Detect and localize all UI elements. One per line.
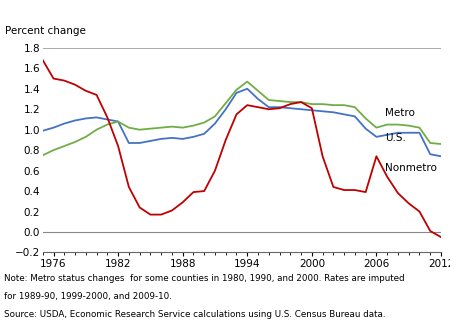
Text: Source: USDA, Economic Research Service calculations using U.S. Census Bureau da: Source: USDA, Economic Research Service … xyxy=(4,311,386,319)
Text: Metro: Metro xyxy=(385,108,415,118)
Text: U.S.: U.S. xyxy=(385,133,406,143)
Text: for 1989-90, 1999-2000, and 2009-10.: for 1989-90, 1999-2000, and 2009-10. xyxy=(4,292,172,301)
Text: Nonmetro: Nonmetro xyxy=(385,163,437,173)
Text: Percent change: Percent change xyxy=(5,25,86,36)
Text: Population change by metro-nonmetro status, 1975-2012: Population change by metro-nonmetro stat… xyxy=(5,19,376,29)
Text: Note: Metro status changes  for some counties in 1980, 1990, and 2000. Rates are: Note: Metro status changes for some coun… xyxy=(4,274,405,283)
